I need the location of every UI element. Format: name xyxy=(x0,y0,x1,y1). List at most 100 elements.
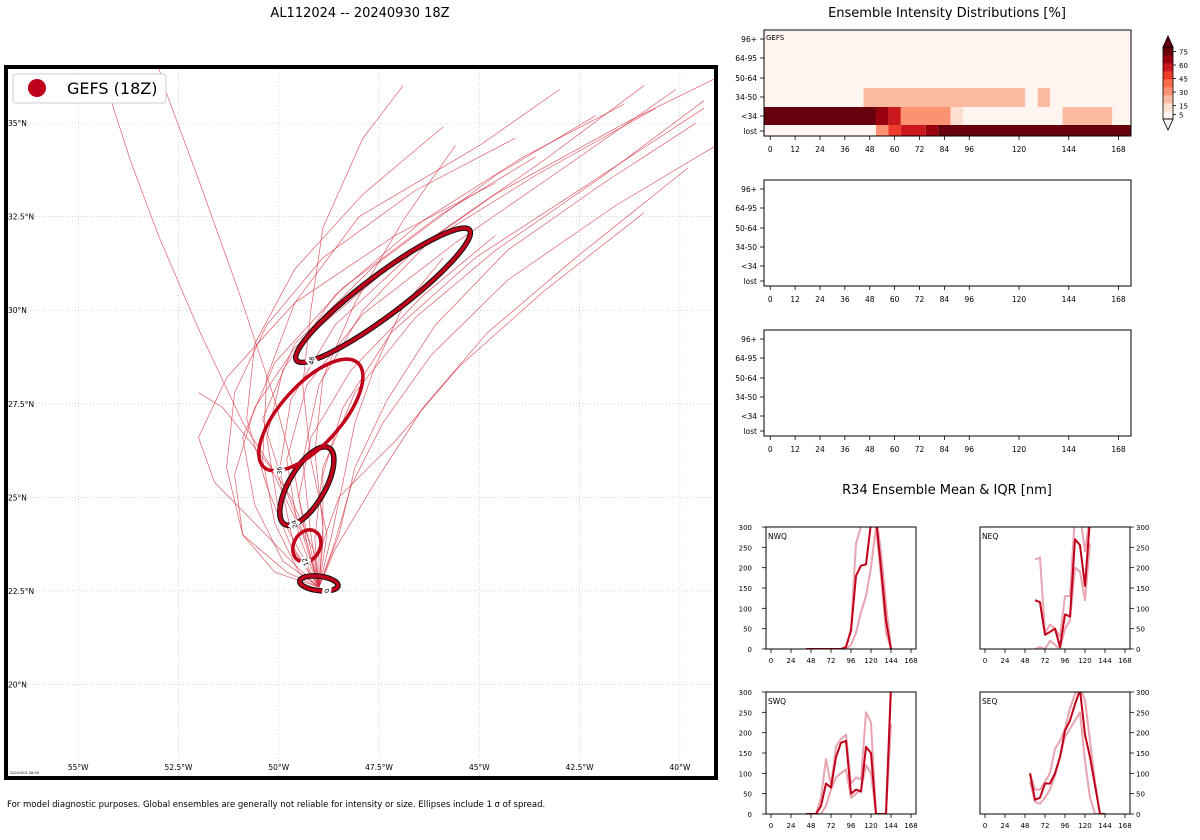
x-tick-label: 48 xyxy=(865,145,875,154)
heat-cell xyxy=(875,125,889,136)
map-frame xyxy=(4,65,718,780)
latitude-labels: 20°N 22.5°N 25°N 27.5°N 30°N 32.5°N 35°N xyxy=(8,119,34,689)
lon-label: 55°W xyxy=(68,763,89,772)
y-tick-label: 100 xyxy=(739,605,752,613)
r34-lines xyxy=(806,692,892,814)
longitude-labels: 55°W 52.5°W 50°W 47.5°W 45°W 42.5°W 40°W xyxy=(68,763,691,772)
x-tick-label: 36 xyxy=(840,295,850,304)
x-tick-label: 72 xyxy=(827,822,836,830)
ellipse-label-bg xyxy=(298,555,312,569)
row-label: 64-95 xyxy=(735,354,757,363)
ensemble-track xyxy=(226,137,516,588)
heat-cell xyxy=(900,107,951,125)
lon-label: 50°W xyxy=(268,763,289,772)
uncertainty-ellipses: 0 12 24 36 48 xyxy=(257,225,474,597)
ellipse-0h: 0 xyxy=(297,573,341,597)
heat-cell xyxy=(1025,88,1038,107)
x-tick-label: 48 xyxy=(1021,822,1030,830)
x-tick-label: 0 xyxy=(769,657,773,665)
row-label: lost xyxy=(743,277,757,286)
row-label: 34-50 xyxy=(735,93,757,102)
y-tick-label: 0 xyxy=(1136,811,1140,819)
x-tick-label: 24 xyxy=(815,295,825,304)
legend-label: GEFS (18Z) xyxy=(67,79,157,98)
ensemble-track xyxy=(262,89,560,588)
quadrant-label: SEQ xyxy=(982,697,997,706)
y-tick-label: 300 xyxy=(1136,524,1149,532)
row-label: <34 xyxy=(741,112,757,121)
ellipse-ring xyxy=(257,357,365,473)
colorbar-segment xyxy=(1163,95,1173,104)
x-tick-label: 48 xyxy=(807,657,816,665)
figure-title: AL112024 -- 20240930 18Z xyxy=(270,6,449,21)
colorbar-tick-label: 45 xyxy=(1179,76,1188,84)
x-tick-label: 60 xyxy=(890,145,900,154)
legend-box xyxy=(12,73,167,104)
ellipse-ring xyxy=(298,574,340,593)
x-tick-label: 12 xyxy=(790,445,800,454)
y-tick-label: 150 xyxy=(739,750,752,758)
ellipse-ring xyxy=(290,528,323,564)
x-tick-label: 24 xyxy=(787,657,796,665)
ellipse-label: 24 xyxy=(290,519,300,529)
ellipse-36h: 36 xyxy=(257,357,365,478)
y-tick-label: 200 xyxy=(739,565,752,573)
r34-panel-swq: SWQ 0 24 48 72 96 120 144 168 0 50 100 150 200 250 300 xyxy=(739,689,918,830)
row-label: 96+ xyxy=(741,35,757,44)
lon-label: 40°W xyxy=(670,763,691,772)
colorbar-tick-label: 15 xyxy=(1179,103,1188,111)
mean-line xyxy=(1034,527,1091,648)
x-tick-label: 72 xyxy=(1041,822,1050,830)
r34-lines xyxy=(1029,692,1105,814)
ellipse-48h: 48 xyxy=(292,225,474,368)
colorbar-tick-label: 5 xyxy=(1179,112,1183,120)
colorbar-segment xyxy=(1163,71,1173,80)
y-tick-label: 300 xyxy=(739,524,752,532)
y-tick-label: 250 xyxy=(739,544,752,552)
heat-cell xyxy=(764,125,876,136)
heat-cell xyxy=(1037,88,1051,107)
iqr-high-line xyxy=(1034,527,1090,638)
heat-cell xyxy=(888,125,901,136)
iqr-high-line xyxy=(1029,692,1105,814)
x-tick-label: 72 xyxy=(1041,657,1050,665)
row-label: 96+ xyxy=(741,335,757,344)
x-tick-label: 0 xyxy=(768,145,773,154)
panel-frame xyxy=(765,526,917,650)
y-tick-label: 100 xyxy=(1136,770,1149,778)
track-map: 0 12 24 36 48 20°N 22.5°N 25°N 27.5°N 30°N 32.5°N… xyxy=(4,65,718,780)
row-label: 64-95 xyxy=(735,204,757,213)
iqr-high-line xyxy=(806,692,892,814)
y-tick-label: 150 xyxy=(1136,750,1149,758)
x-tick-label: 120 xyxy=(1078,822,1091,830)
ellipse-label-bg xyxy=(287,517,301,531)
x-tick-label: 72 xyxy=(915,295,925,304)
heat-cell xyxy=(888,107,901,125)
ensemble-track xyxy=(318,122,697,588)
heat-cell xyxy=(950,107,964,125)
x-tick-label: 144 xyxy=(1062,445,1077,454)
y-tick-label: 200 xyxy=(739,730,752,738)
lat-label: 32.5°N xyxy=(8,213,34,222)
row-label: <34 xyxy=(741,262,757,271)
panel-label: GEFS xyxy=(766,34,785,42)
row-label: 34-50 xyxy=(735,393,757,402)
y-tick-label: 250 xyxy=(1136,709,1149,717)
x-tick-label: 168 xyxy=(904,657,917,665)
intensity-panel-3: 96+ 64-95 50-64 34-50 <34 lost 0 12 24 36 48 60 72 84… xyxy=(735,329,1132,454)
x-tick-label: 120 xyxy=(1078,657,1091,665)
lat-label: 27.5°N xyxy=(8,400,34,409)
lat-label: 30°N xyxy=(8,306,27,315)
y-tick-label: 50 xyxy=(1136,626,1145,634)
colorbar-segment xyxy=(1163,103,1173,112)
y-tick-label: 250 xyxy=(1136,544,1149,552)
x-tick-label: 0 xyxy=(769,822,773,830)
x-tick-label: 144 xyxy=(1062,145,1077,154)
y-tick-label: 50 xyxy=(743,626,752,634)
colorbar-segment xyxy=(1163,111,1173,120)
ensemble-track xyxy=(298,235,496,588)
row-label: 50-64 xyxy=(735,224,757,233)
x-tick-label: 96 xyxy=(1061,822,1070,830)
r34-lines xyxy=(1034,527,1091,649)
map-background xyxy=(6,67,716,778)
